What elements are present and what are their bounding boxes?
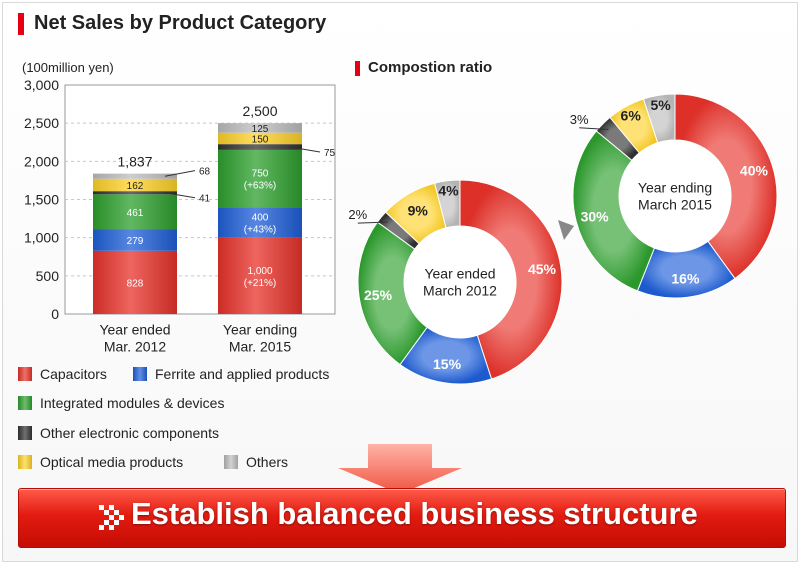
bar-segment-others (218, 123, 302, 133)
down-arrow-icon (338, 444, 462, 494)
legend-swatch (18, 367, 32, 381)
bar-segment-modules (93, 194, 177, 230)
bar-total-label: 1,837 (117, 154, 152, 170)
banner-text: Establish balanced business structure (131, 496, 698, 531)
bar-segment-ferrite (218, 207, 302, 238)
slice-label: 25% (364, 287, 393, 303)
slice-label: 40% (740, 162, 769, 178)
data-label: 125 (252, 124, 269, 135)
data-label: 828 (127, 278, 144, 289)
donut-hole (619, 140, 731, 252)
page-title: Net Sales by Product Category (34, 12, 327, 34)
slice-label: 16% (671, 270, 700, 286)
y-tick-label: 1,500 (24, 192, 59, 208)
legend-swatch (18, 455, 32, 469)
data-label: 279 (127, 236, 144, 247)
slice-label: 45% (528, 261, 557, 277)
data-label: 162 (127, 181, 144, 192)
composition-title: Compostion ratio (368, 59, 493, 76)
slice-label: 2% (348, 207, 367, 222)
legend-label: Optical media products (40, 454, 184, 470)
slice-capacitors (674, 93, 778, 280)
legend-label: Other electronic components (40, 425, 219, 441)
data-label: 750 (+63%) (244, 169, 277, 192)
data-label: 150 (252, 134, 269, 145)
pointer-icon (558, 220, 574, 240)
legend-label: Capacitors (40, 366, 107, 382)
data-label: 461 (127, 208, 144, 219)
stacked-bar-chart: 0 500 1,000 1,500 2,000 2,500 3,000 (100million… (22, 60, 336, 355)
legend-swatch (224, 455, 238, 469)
bar-segment-optical (93, 178, 177, 192)
donut-charts: 45% 15% 25% 2% 9% 4% Year ended March 2012 40% 16… (348, 93, 778, 385)
bar-segment-capacitors (93, 250, 177, 314)
leader-line (289, 146, 321, 153)
title-accent-bar (18, 13, 24, 35)
y-tick-label: 500 (36, 268, 60, 284)
donut-hole (404, 226, 516, 338)
slice-label: 15% (433, 356, 462, 372)
slice-label: 4% (438, 183, 459, 199)
y-tick-label: 0 (51, 306, 59, 322)
slice-label: 5% (650, 97, 671, 113)
legend-label: Others (246, 454, 289, 470)
bar-segment-modules (218, 149, 302, 208)
data-label: 1,000 (+21%) (244, 266, 277, 289)
slice-label: 30% (581, 209, 610, 225)
data-label: 68 (199, 167, 211, 178)
data-label: 75 (324, 148, 336, 159)
y-axis-label: (100million yen) (22, 60, 114, 75)
bar-segment-optical (218, 132, 302, 145)
legend-label: Ferrite and applied products (155, 366, 330, 382)
y-tick-label: 2,000 (24, 153, 59, 169)
leader-line (164, 192, 196, 199)
slice-label: 6% (621, 107, 642, 123)
bar-segment-other_electronic (93, 191, 177, 195)
data-label: 41 (199, 194, 211, 205)
bar-segment-capacitors (218, 237, 302, 314)
donut-title: Year ended March 2012 (423, 266, 497, 299)
bar-total-label: 2,500 (242, 103, 277, 119)
legend-swatch (133, 367, 147, 381)
x-tick-label: Year ending Mar. 2015 (223, 322, 297, 355)
double-chevron-icon (99, 505, 124, 530)
y-tick-label: 2,500 (24, 115, 59, 131)
bar-segment-others (93, 173, 177, 179)
subtitle-accent-bar (355, 61, 360, 76)
bar-segment-ferrite (93, 229, 177, 251)
legend-swatch (18, 396, 32, 410)
bar-segment-other_electronic (218, 144, 302, 150)
conclusion-banner: Establish balanced business structure (18, 488, 786, 548)
slice-label: 9% (408, 203, 429, 219)
x-tick-label: Year ended Mar. 2012 (99, 322, 170, 355)
leader-line (357, 221, 388, 224)
leader-line (579, 127, 609, 131)
slice-label: 3% (570, 112, 589, 127)
legend-label: Integrated modules & devices (40, 395, 225, 411)
y-tick-label: 3,000 (24, 77, 59, 93)
leader-line (164, 170, 196, 177)
legend-swatch (18, 426, 32, 440)
data-label: 400 (+43%) (244, 212, 277, 235)
y-tick-label: 1,000 (24, 230, 59, 246)
donut-title: Year ending March 2015 (638, 180, 712, 213)
